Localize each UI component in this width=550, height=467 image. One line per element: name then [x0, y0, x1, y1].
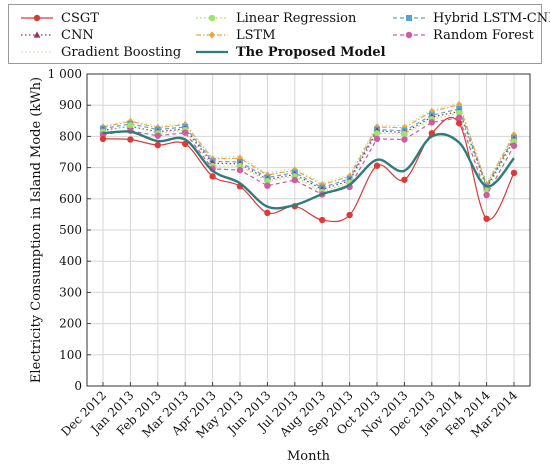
legend-item-csgt: CSGT	[19, 9, 99, 27]
legend-swatch-gradient-boosting	[19, 46, 55, 58]
legend-swatch-random-forest	[391, 29, 427, 41]
data-point-random-forest	[292, 177, 298, 183]
legend-item-gradient-boosting: Gradient Boosting	[19, 43, 181, 61]
series-line-cnn	[103, 111, 514, 189]
y-tick-label: 0	[74, 379, 82, 393]
data-point-random-forest	[429, 119, 435, 125]
legend-swatch-csgt	[19, 12, 55, 24]
legend-label: CNN	[61, 28, 94, 43]
legend-label: Random Forest	[433, 28, 534, 43]
legend-swatch-cnn	[19, 29, 55, 41]
data-point-csgt	[319, 217, 325, 223]
y-tick-label: 500	[59, 223, 82, 237]
legend-marker-cnn	[34, 31, 41, 37]
legend-marker-lstm	[209, 31, 215, 39]
data-point-random-forest	[401, 136, 407, 142]
series-line-linear-regression	[103, 113, 514, 192]
y-axis-label: Electricity Consumption in Island Mode (…	[29, 77, 44, 383]
data-point-csgt	[209, 173, 215, 179]
legend-item-random-forest: Random Forest	[391, 26, 534, 44]
legend-label: LSTM	[236, 28, 276, 43]
data-point-csgt	[374, 163, 380, 169]
data-point-csgt	[483, 216, 489, 222]
series-line-csgt	[103, 117, 514, 221]
y-tick-label: 100	[59, 348, 82, 362]
series-line-the-proposed-model	[103, 131, 514, 208]
legend-label: CSGT	[61, 11, 99, 26]
legend-item-the-proposed-model: The Proposed Model	[194, 43, 386, 61]
data-point-csgt	[456, 120, 462, 126]
data-point-random-forest	[155, 133, 161, 139]
data-point-csgt	[127, 136, 133, 142]
data-point-random-forest	[374, 136, 380, 142]
series-linear-regression	[100, 110, 517, 195]
legend-swatch-the-proposed-model	[194, 46, 230, 58]
data-point-csgt	[401, 177, 407, 183]
data-point-random-forest	[237, 167, 243, 173]
data-point-csgt	[100, 136, 106, 142]
series-the-proposed-model	[103, 131, 514, 208]
data-point-csgt	[346, 212, 352, 218]
legend-marker-csgt	[34, 15, 40, 21]
series-line-random-forest	[103, 118, 514, 195]
data-point-random-forest	[511, 143, 517, 149]
data-point-random-forest	[264, 182, 270, 188]
y-tick-label: 900	[59, 98, 82, 112]
legend-marker-linear-regression	[209, 15, 215, 21]
legend: CSGT Linear Regression Hybrid LSTM-CNN CNN L…	[8, 4, 542, 64]
y-tick-label: 200	[59, 317, 82, 331]
y-tick-label: 700	[59, 161, 82, 175]
y-tick-label: 300	[59, 285, 82, 299]
y-tick-label: 400	[59, 254, 82, 268]
y-tick-label: 600	[59, 192, 82, 206]
legend-swatch-linear-regression	[194, 12, 230, 24]
legend-label: The Proposed Model	[236, 45, 386, 60]
legend-label: Hybrid LSTM-CNN	[433, 11, 550, 26]
legend-swatch-hybrid-lstm-cnn	[391, 12, 427, 24]
data-point-csgt	[511, 170, 517, 176]
legend-marker-random-forest	[406, 32, 412, 38]
data-point-csgt	[155, 142, 161, 148]
data-point-linear-regression	[401, 131, 407, 137]
y-tick-label: 800	[59, 129, 82, 143]
legend-label: Linear Regression	[236, 11, 356, 26]
legend-item-linear-regression: Linear Regression	[194, 9, 356, 27]
series-line-hybrid-lstm-cnn	[103, 109, 514, 188]
y-tick-label: 1 000	[48, 67, 82, 81]
x-axis-label: Month	[287, 449, 331, 464]
series-cnn	[100, 108, 518, 192]
data-point-random-forest	[182, 129, 188, 135]
legend-item-lstm: LSTM	[194, 26, 276, 44]
legend-item-cnn: CNN	[19, 26, 94, 44]
legend-swatch-lstm	[194, 29, 230, 41]
legend-label: Gradient Boosting	[61, 45, 181, 60]
legend-marker-hybrid-lstm-cnn	[406, 15, 412, 21]
data-point-linear-regression	[374, 130, 380, 136]
data-point-csgt	[264, 210, 270, 216]
data-point-random-forest	[483, 192, 489, 198]
legend-item-hybrid-lstm-cnn: Hybrid LSTM-CNN	[391, 9, 550, 27]
